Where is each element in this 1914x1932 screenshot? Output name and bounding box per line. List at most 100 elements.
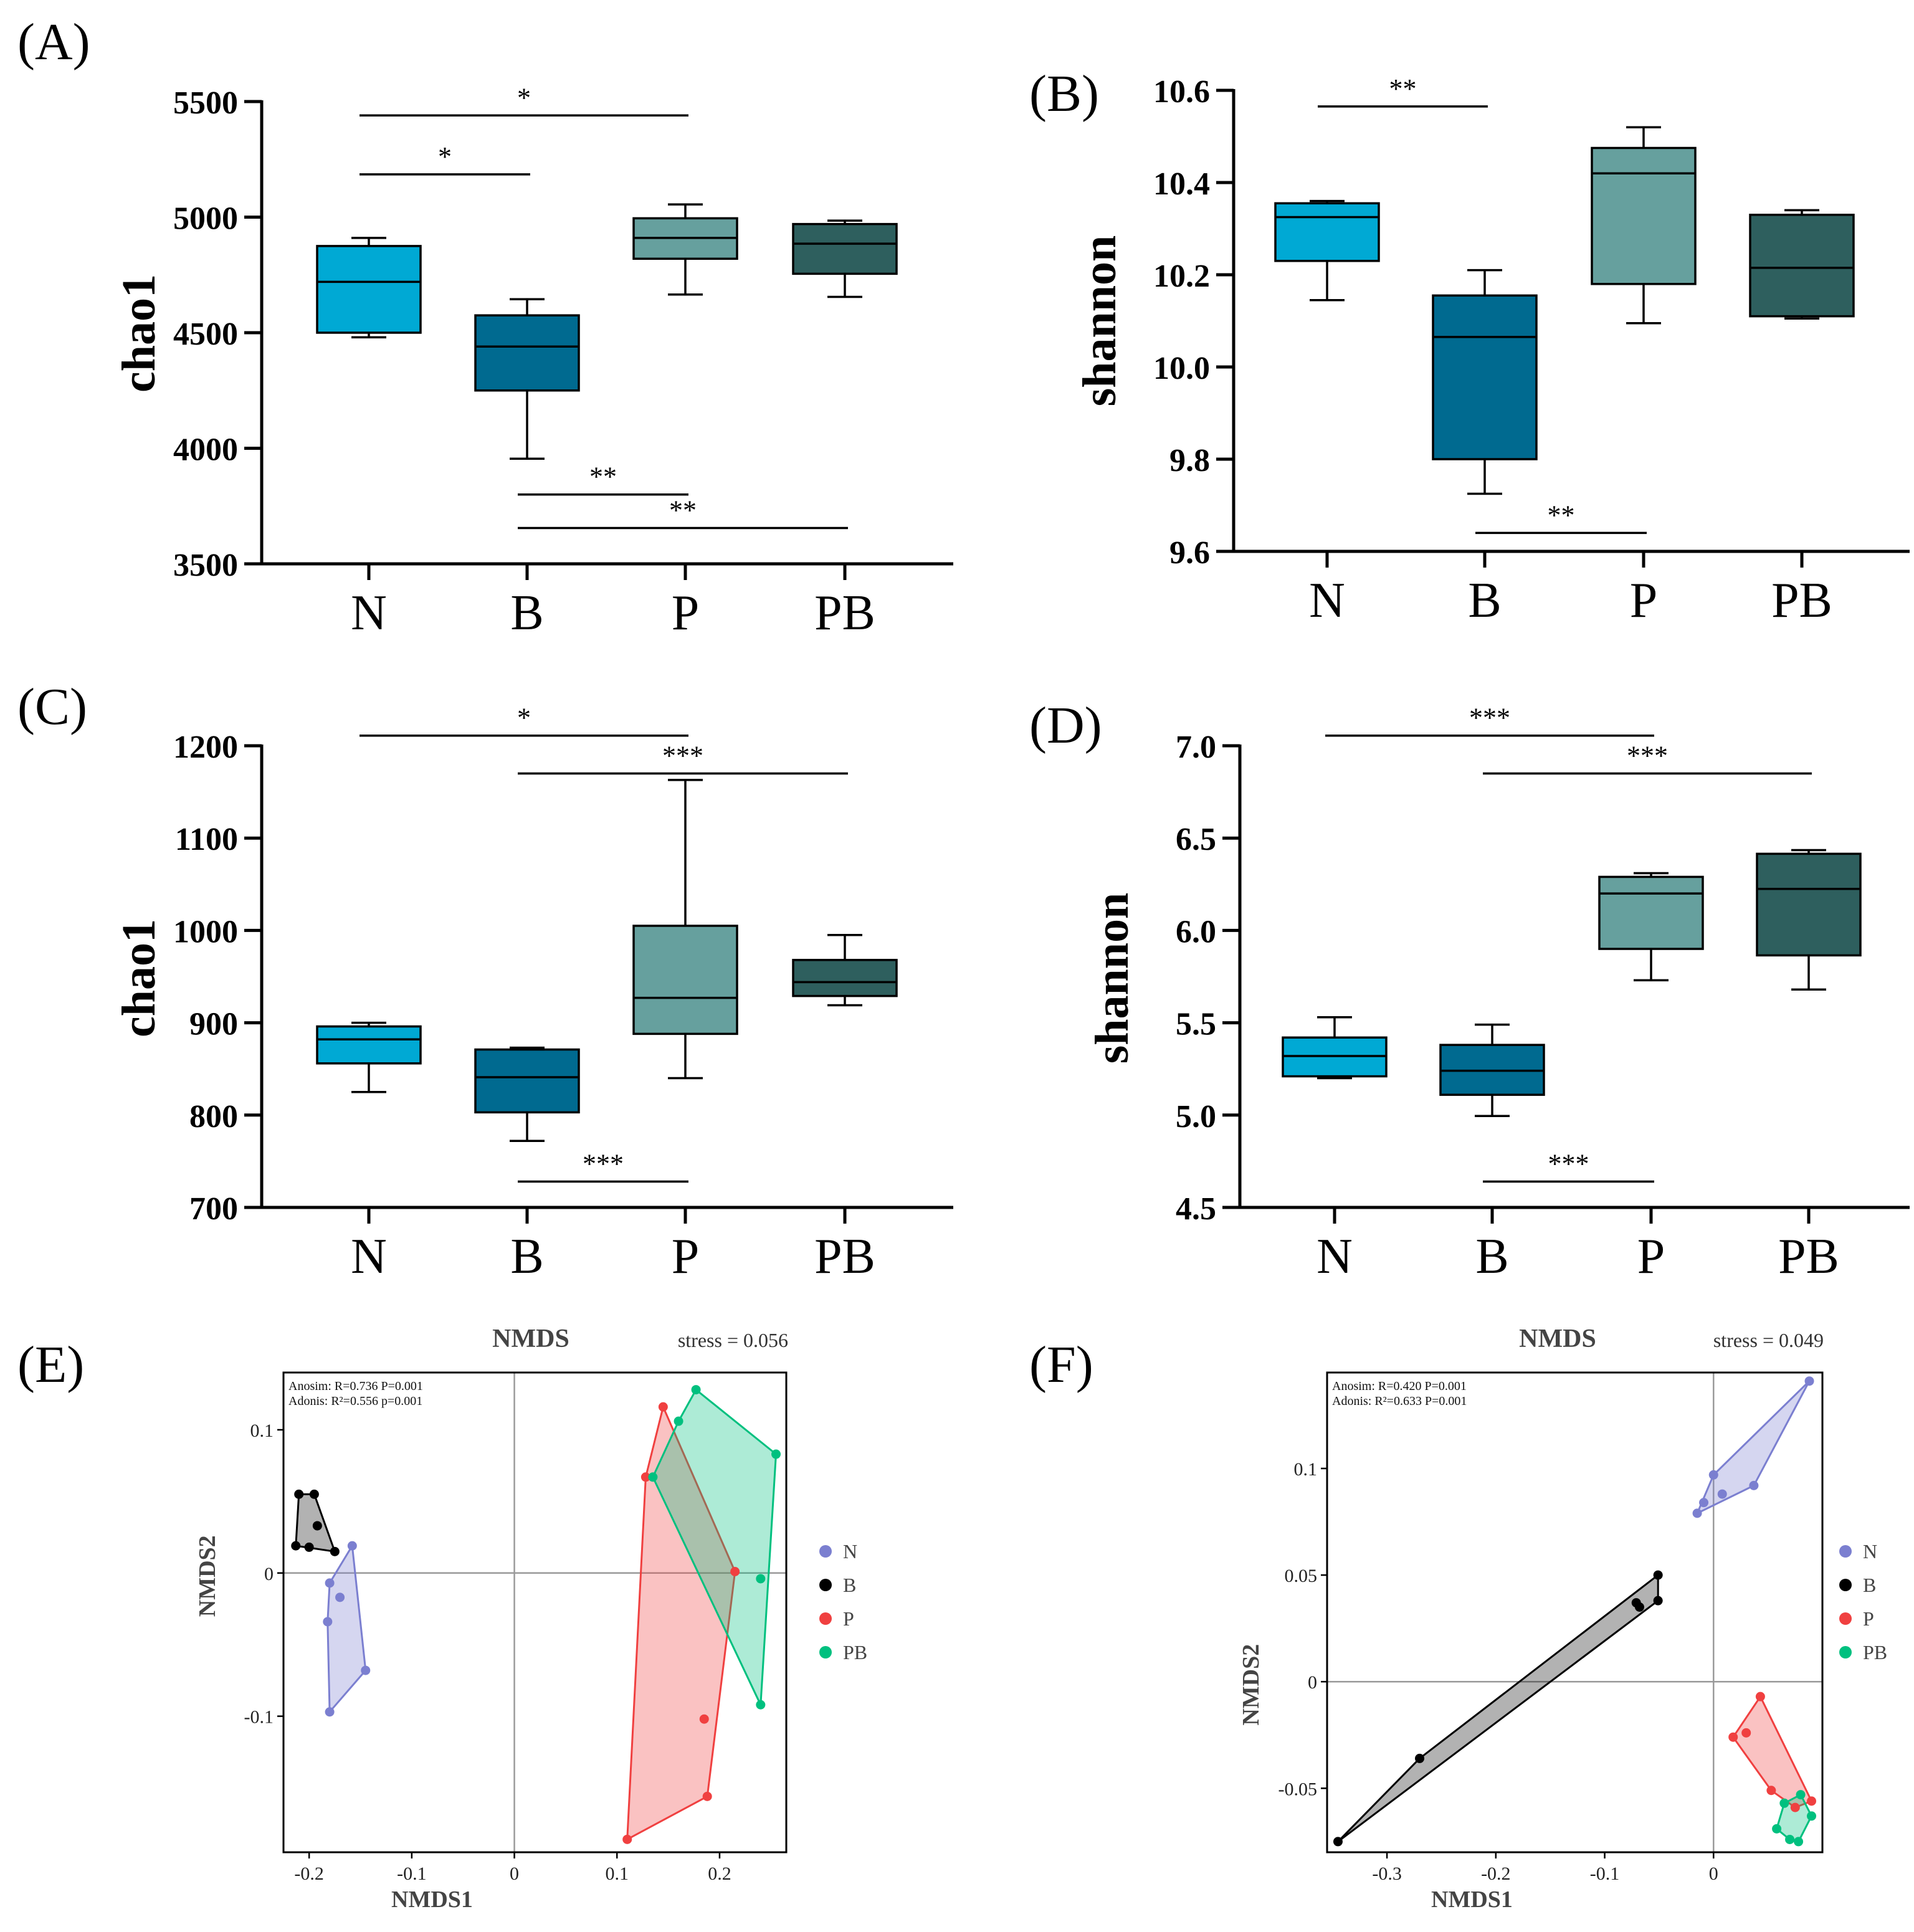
y-tick-label: 6.0 — [1176, 914, 1216, 949]
x-tick-label-P: P — [1630, 573, 1658, 628]
box-iqr — [316, 1025, 422, 1065]
legend-marker-B — [1839, 1579, 1852, 1591]
x-tick-label: 0.2 — [708, 1863, 731, 1884]
stress-label: stress = 0.049 — [1713, 1329, 1824, 1351]
box-iqr — [792, 959, 898, 997]
x-tick-label-PB: PB — [1771, 573, 1832, 628]
x-tick-label: -0.2 — [294, 1863, 324, 1884]
box-iqr — [1591, 146, 1697, 285]
point-N — [347, 1541, 357, 1551]
box-P — [1598, 872, 1704, 982]
chart-F: (F) NMDS stress = 0.049 -0.3 -0.2 -0.1 0 0.1 0.0… — [1029, 1325, 1887, 1913]
x-tick-label-B: B — [510, 1229, 543, 1284]
x-tick-label-N: N — [1316, 1229, 1353, 1284]
legend-label-P: P — [1863, 1607, 1874, 1630]
y-axis-label: chao1 — [113, 274, 165, 393]
point-P — [622, 1834, 632, 1844]
box-iqr — [632, 925, 738, 1035]
legend-marker-B — [819, 1579, 832, 1591]
y-tick-label: 700 — [189, 1191, 238, 1227]
y-tick-label: -0.05 — [1278, 1779, 1318, 1799]
point-N — [325, 1707, 335, 1717]
point-N — [335, 1592, 345, 1602]
point-P — [1728, 1732, 1738, 1742]
point-P — [1755, 1692, 1765, 1701]
box-PB — [792, 219, 898, 298]
x-tick-label-B: B — [510, 586, 543, 640]
point-PB — [1796, 1790, 1806, 1800]
x-tick-label: -0.2 — [1481, 1863, 1511, 1884]
y-axis-label: chao1 — [113, 919, 165, 1037]
box-iqr — [474, 314, 580, 392]
significance-label: *** — [1548, 1149, 1589, 1179]
box-B — [1432, 269, 1538, 495]
point-N — [1804, 1376, 1814, 1386]
significance-label: * — [517, 703, 531, 733]
point-PB — [1779, 1798, 1789, 1808]
legend-marker-PB — [819, 1646, 832, 1658]
point-N — [1708, 1470, 1718, 1480]
y-axis-label: shannon — [1086, 893, 1138, 1064]
box-N — [1274, 199, 1380, 302]
point-B — [1634, 1602, 1644, 1612]
point-B — [1653, 1596, 1663, 1606]
box-iqr — [1598, 875, 1704, 950]
y-tick-label: 3500 — [173, 548, 238, 583]
box-P — [632, 203, 738, 296]
point-B — [294, 1489, 304, 1499]
hull-P — [1732, 1695, 1812, 1809]
legend-label-N: N — [1863, 1540, 1877, 1563]
x-tick-label: -0.1 — [1590, 1863, 1620, 1884]
box-PB — [1756, 849, 1862, 991]
point-P — [1807, 1796, 1817, 1806]
significance-label: * — [517, 82, 531, 113]
point-N — [1692, 1508, 1702, 1518]
significance-label: *** — [583, 1149, 624, 1179]
point-PB — [691, 1385, 701, 1395]
x-tick-label: -0.1 — [397, 1863, 427, 1884]
x-tick-label-N: N — [1309, 573, 1345, 628]
stats-annotation: Adonis: R²=0.633 P=0.001 — [1332, 1394, 1467, 1408]
point-N — [325, 1578, 335, 1588]
y-tick-label: 0.1 — [1294, 1459, 1318, 1480]
x-tick-label: 0 — [1709, 1863, 1718, 1884]
y-axis-label: NMDS2 — [1238, 1644, 1264, 1726]
box-PB — [1749, 209, 1855, 320]
y-tick-label: 5.5 — [1176, 1007, 1216, 1042]
x-tick-label-PB: PB — [814, 1229, 875, 1284]
significance-label: *** — [662, 740, 703, 771]
point-P — [1741, 1728, 1751, 1738]
hull-N — [326, 1544, 367, 1713]
legend-marker-P — [1839, 1612, 1852, 1625]
x-tick-label-P: P — [1637, 1229, 1665, 1284]
y-tick-label: 1100 — [175, 822, 238, 857]
stats-annotation: Anosim: R=0.736 P=0.001 — [288, 1379, 423, 1393]
x-tick-label: 0.1 — [606, 1863, 629, 1884]
y-tick-label: 0.05 — [1285, 1566, 1318, 1586]
box-iqr — [1749, 214, 1855, 318]
significance-label: * — [438, 141, 452, 172]
point-N — [1699, 1498, 1709, 1508]
point-PB — [1794, 1837, 1804, 1847]
chart-D: (D) 4.5 5.0 5.5 6.0 6.5 7.0 shannon N B P PB *** *** *… — [1029, 697, 1910, 1284]
significance-label: ** — [1548, 500, 1575, 530]
y-axis-label: shannon — [1074, 236, 1126, 407]
x-tick-label-PB: PB — [1778, 1229, 1839, 1284]
x-tick-label-P: P — [672, 1229, 700, 1284]
x-tick-label-PB: PB — [814, 586, 875, 640]
point-N — [323, 1617, 333, 1627]
y-tick-label: -0.1 — [244, 1707, 274, 1728]
box-N — [316, 1021, 422, 1093]
y-tick-label: 4.5 — [1176, 1191, 1216, 1227]
significance-label: ** — [669, 495, 697, 525]
y-tick-label: 0 — [1308, 1672, 1317, 1693]
y-tick-label: 6.5 — [1176, 822, 1216, 857]
point-PB — [674, 1416, 683, 1426]
box-P — [1591, 126, 1697, 325]
y-tick-label: 4000 — [173, 432, 238, 468]
point-B — [1415, 1753, 1425, 1763]
panel-label-B: (B) — [1029, 65, 1099, 123]
point-PB — [1785, 1834, 1795, 1844]
